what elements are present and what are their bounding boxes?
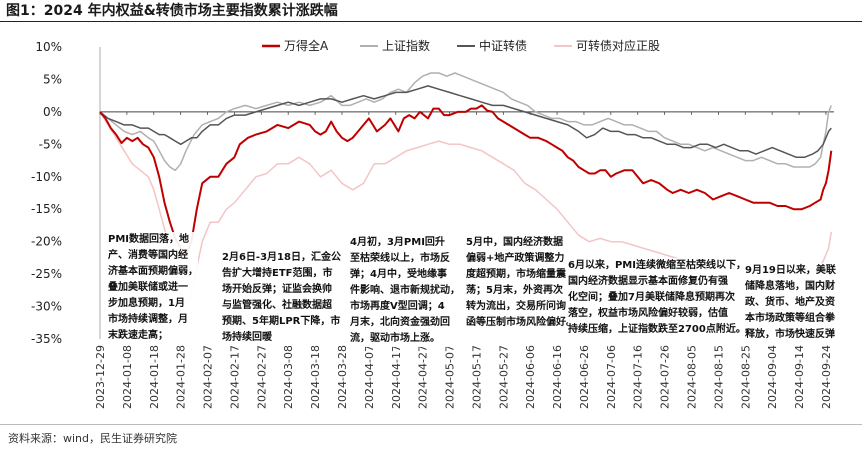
- y-tick-label: 5%: [43, 72, 62, 86]
- y-tick-labels: 10% 5% 0% -5% -10% -15% -20% -25% -30% -35%: [31, 40, 62, 346]
- source-divider: [0, 424, 862, 425]
- annotation-line: 函等压制市场风险偏好。: [466, 317, 576, 328]
- annotation-line: 产、消费等国内经: [108, 250, 188, 261]
- annotation-line: 储降息落地，国内财: [745, 281, 835, 292]
- annotation-line: 末跌速走高；: [108, 330, 168, 341]
- x-tick-label: 2024-03-08: [282, 345, 295, 409]
- annotation-line: 告扩大增持ETF范围，市: [222, 268, 333, 279]
- x-tick-label: 2024-09-04: [766, 345, 779, 409]
- annotation-line: 转为流出，交易所问询: [466, 301, 566, 312]
- annotation-a3: 4月初，3月PMI回升 至枯荣线以上，市场反 弹；4月中，受地缘事件影响、退市新规扰…: [350, 235, 460, 347]
- y-tick-label: -15%: [31, 202, 62, 216]
- annotation-line: 2月6日-3月18日，汇金公: [222, 252, 341, 263]
- annotation-line: 月末，北向资金强劲回: [350, 317, 450, 328]
- x-tick-label: 2024-02-07: [202, 345, 215, 409]
- annotation-line: 与监管强化、社融数据超: [222, 300, 332, 311]
- legend: 万得全A 上证指数 中证转债 可转债对应正股: [262, 38, 660, 53]
- annotation-line: 度超预期，市场缩量震: [466, 269, 566, 280]
- line-chart: 10% 5% 0% -5% -10% -15% -20% -25% -30% -35% 2023-…: [31, 38, 834, 409]
- chart-title: 图1：2024 年内权益&转债市场主要指数累计涨跌幅: [6, 3, 338, 19]
- x-tick-label: 2024-07-26: [659, 345, 672, 409]
- annotation-line: 济基本面预期偏弱，: [108, 266, 198, 277]
- y-tick-label: -20%: [31, 235, 62, 249]
- x-tick-label: 2024-04-07: [363, 345, 376, 409]
- annotation-line: 政、货币、地产及资: [745, 297, 835, 308]
- y-tick-label: 10%: [35, 40, 62, 54]
- series-line-2: [99, 85, 832, 159]
- x-tick-label: 2024-01-28: [175, 345, 188, 409]
- x-tick-label: 2024-01-18: [148, 345, 161, 409]
- annotation-line: 场持续回暖: [222, 332, 272, 343]
- x-tick-label: 2024-09-24: [820, 345, 833, 409]
- annotation-line: 流，驱动市场上涨。: [350, 333, 440, 344]
- annotation-a2: 2月6日-3月18日，汇金公 告扩大增持ETF范围，市 场开始反弹；证监会换帅 与监管…: [222, 250, 341, 346]
- annotation-a1: PMI数据回落，地 产、消费等国内经 济基本面预期偏弱， 叠加美联储或进一 步加息预期，…: [108, 232, 198, 344]
- annotation-a6: 9月19日以来，美联 储降息落地，国内财 政、货币、地产及资 本市场政策等组合拳 释放，…: [745, 263, 836, 343]
- annotation-line: 5月中，国内经济数据: [466, 237, 563, 248]
- annotation-line: 9月19日以来，美联: [745, 265, 836, 276]
- x-tick-label: 2024-04-27: [417, 345, 430, 409]
- x-tick-label: 2024-08-15: [712, 345, 725, 409]
- annotation-line: 本市场政策等组合拳: [745, 313, 835, 324]
- x-tick-label: 2024-06-26: [578, 345, 591, 409]
- title-divider: [0, 21, 862, 22]
- annotation-line: 叠加美联储或进一: [108, 282, 188, 293]
- legend-label-1: 上证指数: [382, 38, 430, 53]
- x-tick-label: 2024-07-16: [632, 345, 645, 409]
- annotation-line: 市场再度V型回调；4: [350, 301, 445, 312]
- source-note: 资料来源：wind，民生证券研究院: [8, 432, 178, 445]
- legend-label-2: 中证转债: [479, 38, 527, 53]
- annotation-line: 落空，权益市场风险偏好较弱，估值: [568, 308, 728, 319]
- annotation-a4: 5月中，国内经济数据 偏弱+地产政策调整力 度超预期，市场缩量震 荡；5月末，外资再次…: [466, 235, 576, 331]
- x-tick-label: 2024-08-25: [739, 345, 752, 409]
- y-tick-label: -5%: [39, 137, 62, 151]
- legend-label-3: 可转债对应正股: [576, 38, 660, 53]
- x-tick-label: 2024-06-06: [524, 345, 537, 409]
- y-tick-label: -30%: [31, 300, 62, 314]
- series-line-1: [99, 72, 832, 172]
- series-line-0: [99, 104, 833, 256]
- x-tick-label: 2024-09-14: [793, 345, 806, 409]
- y-tick-label: -10%: [31, 170, 62, 184]
- annotation-line: PMI数据回落，地: [108, 234, 190, 245]
- legend-label-0: 万得全A: [284, 38, 329, 53]
- annotation-line: 至枯荣线以上，市场反: [350, 253, 450, 264]
- y-tick-label: -25%: [31, 267, 62, 281]
- x-tick-label: 2024-04-17: [390, 345, 403, 409]
- x-tick-label: 2024-03-28: [336, 345, 349, 409]
- annotation-line: 预期、5年期LPR下降，市: [222, 316, 341, 327]
- annotation-line: 4月初，3月PMI回升: [350, 237, 445, 248]
- annotation-line: 荡；5月末，外资再次: [466, 285, 563, 296]
- x-tick-label: 2024-05-17: [470, 345, 483, 409]
- y-tick-label: 0%: [43, 105, 62, 119]
- annotation-line: 场开始反弹；证监会换帅: [222, 284, 332, 295]
- annotation-line: 国内经济数据显示基本面修复仍有强: [568, 276, 728, 287]
- x-tick-label: 2024-07-06: [605, 345, 618, 409]
- annotation-line: 弹；4月中，受地缘事: [350, 269, 447, 280]
- y-tick-label: -35%: [31, 332, 62, 346]
- annotation-line: 件影响、退市新规扰动，: [350, 285, 460, 296]
- annotation-line: 市场持续调整，月: [108, 314, 188, 325]
- annotation-line: 持续压缩，上证指数跌至2700点附近。: [568, 324, 746, 335]
- x-tick-label: 2024-02-17: [228, 345, 241, 409]
- x-tick-labels: 2023-12-29 2024-01-08 2024-01-18 2024-01-28…: [94, 111, 833, 409]
- x-tick-label: 2024-06-16: [551, 345, 564, 409]
- annotation-line: 6月以来，PMI连续微缩至枯荣线以下，: [568, 260, 746, 271]
- annotation-line: 释放，市场快速反弹: [745, 329, 835, 340]
- annotation-a5: 6月以来，PMI连续微缩至枯荣线以下， 国内经济数据显示基本面修复仍有强 化空间；叠…: [568, 258, 746, 338]
- annotation-line: 步加息预期，1月: [108, 298, 185, 309]
- x-tick-label: 2024-05-27: [497, 345, 510, 409]
- x-tick-label: 2024-03-18: [309, 345, 322, 409]
- x-tick-label: 2024-01-08: [121, 345, 134, 409]
- annotation-line: 化空间；叠加7月美联储降息预期再次: [568, 292, 735, 303]
- annotation-line: 偏弱+地产政策调整力: [466, 253, 565, 264]
- x-tick-label: 2024-08-05: [686, 345, 699, 409]
- x-tick-label: 2024-02-27: [255, 345, 268, 409]
- x-tick-label: 2023-12-29: [94, 345, 107, 409]
- x-tick-label: 2024-05-07: [444, 345, 457, 409]
